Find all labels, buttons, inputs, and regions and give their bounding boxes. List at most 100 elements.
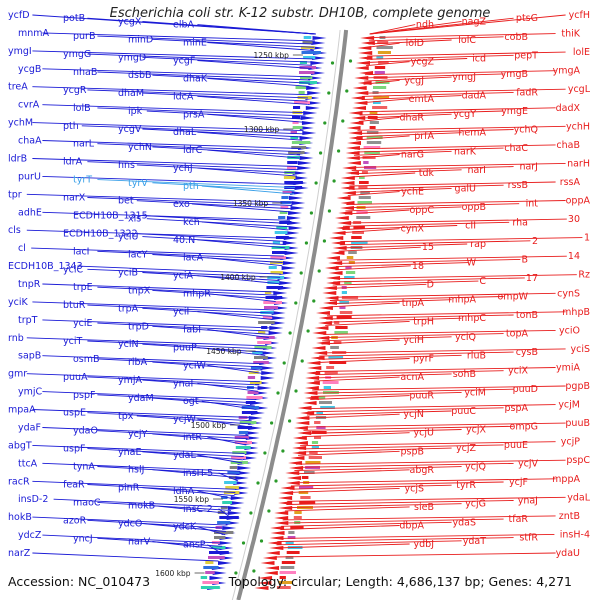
gene-label-rluB: rluB <box>467 350 486 361</box>
gene-label-ECDH10B_1343: ECDH10B_1343 <box>8 261 83 272</box>
gene-label-tyrT: tyrT <box>73 175 92 186</box>
feature-block <box>334 331 348 334</box>
gene-label-galU: galU <box>455 183 476 194</box>
gene-label-ldrB: ldrB <box>8 154 27 165</box>
feature-block <box>360 191 370 194</box>
feature-block <box>268 266 277 269</box>
gene-label-insC-2: insC-2 <box>183 504 213 515</box>
feature-block <box>290 136 299 139</box>
gene-label-narI: narI <box>467 165 486 176</box>
leader-line <box>326 311 566 317</box>
leader-line <box>289 487 400 493</box>
leader-line <box>207 42 314 51</box>
gene-label-pth: pth <box>183 181 199 192</box>
feature-block <box>247 376 256 379</box>
gene-label-ymgJ: ymgJ <box>452 72 476 83</box>
forward-gene-arrow <box>297 161 312 165</box>
gene-label-treA: treA <box>8 82 28 93</box>
tick-label: 1300 kbp <box>244 125 280 134</box>
gene-label-ptsG: ptsG <box>516 13 538 24</box>
gene-label-cobB: cobB <box>504 32 528 43</box>
leader-line <box>197 60 312 69</box>
leader-line <box>337 255 567 261</box>
feature-block <box>205 571 215 574</box>
reverse-gene-arrow <box>331 231 346 235</box>
leader-line <box>97 35 315 45</box>
feature-block <box>257 341 272 344</box>
gene-label-mhpC: mhpC <box>458 313 486 324</box>
feature-block <box>249 381 262 384</box>
reverse-gene-arrow <box>278 496 293 500</box>
leader-line <box>348 184 504 190</box>
gene-label-ycjU: ycjU <box>414 428 434 439</box>
forward-gene-arrow <box>303 111 318 115</box>
feature-block <box>292 126 303 129</box>
gene-label-ychM: ychM <box>8 118 33 129</box>
leader-line <box>152 38 315 48</box>
feature-block <box>377 51 391 54</box>
gene-label-abgT: abgT <box>8 440 32 451</box>
leader-line <box>306 413 400 419</box>
forward-gene-arrow <box>307 91 322 95</box>
leader-line <box>351 166 514 172</box>
gene-label-ydaL: ydaL <box>567 492 590 503</box>
reverse-gene-arrow <box>352 106 367 110</box>
feature-block <box>320 406 335 409</box>
gene-label-ycjV: ycjV <box>518 458 538 469</box>
leader-line <box>201 400 255 410</box>
feature-block <box>219 516 239 519</box>
reverse-gene-arrow <box>348 131 363 135</box>
position-ticks: 1250 kbp 1300 kbp 1350 kbp 1400 kbp 1450 kbp… <box>155 51 303 578</box>
forward-gene-arrow <box>297 166 312 170</box>
feature-block <box>352 231 364 234</box>
gene-label-pspC: pspC <box>566 455 590 466</box>
leader-line <box>32 444 245 454</box>
forward-gene-arrow <box>288 211 303 215</box>
feature-block <box>328 356 344 359</box>
feature-block <box>239 421 257 424</box>
gene-label-ycgR: ycgR <box>63 85 87 96</box>
leader-line <box>142 236 286 246</box>
gene-label-pspF: pspF <box>73 390 95 401</box>
leader-line <box>322 336 452 342</box>
leader-line <box>317 358 410 363</box>
leader-line <box>142 272 280 281</box>
tick-dot <box>234 571 238 575</box>
leader-line <box>197 346 266 356</box>
tick-dot <box>345 89 349 93</box>
feature-block <box>299 71 315 74</box>
feature-block <box>333 341 342 344</box>
leader-line <box>339 243 468 249</box>
feature-block <box>221 496 228 499</box>
feature-block <box>241 411 258 414</box>
gene-label-rnb: rnb <box>8 333 24 344</box>
leader-line <box>295 462 514 468</box>
gene-label-yciH: yciH <box>403 335 424 346</box>
gene-label-hslJ: hslJ <box>128 465 144 476</box>
reverse-gene-arrow <box>278 506 293 510</box>
gene-label-ydcO: ydcO <box>118 519 142 530</box>
leader-line <box>351 169 462 175</box>
gene-label-ydbJ: ydbJ <box>414 539 434 550</box>
gene-label-lolC: lolC <box>458 35 476 46</box>
reverse-gene-arrow <box>325 256 340 260</box>
feature-block <box>272 241 280 244</box>
gene-label-racR: racR <box>8 476 30 487</box>
gene-label-lolB: lolB <box>73 103 91 114</box>
leader-line <box>367 51 566 57</box>
feature-block <box>234 441 252 444</box>
tick-dot <box>319 151 323 155</box>
gene-label-ymgA: ymgA <box>553 66 581 77</box>
gene-label-chaC: chaC <box>504 143 528 154</box>
forward-gene-arrow <box>312 36 327 40</box>
leader-line <box>146 110 306 120</box>
feature-block <box>334 321 340 324</box>
feature-block <box>281 561 296 564</box>
feature-block <box>319 401 332 404</box>
gene-label-ECDH10B_1322: ECDH10B_1322 <box>63 228 138 239</box>
leader-line <box>197 490 234 500</box>
leader-line <box>207 257 283 267</box>
feature-block <box>335 326 348 329</box>
leader-line <box>310 395 410 401</box>
reverse-gene-arrow <box>315 341 330 345</box>
